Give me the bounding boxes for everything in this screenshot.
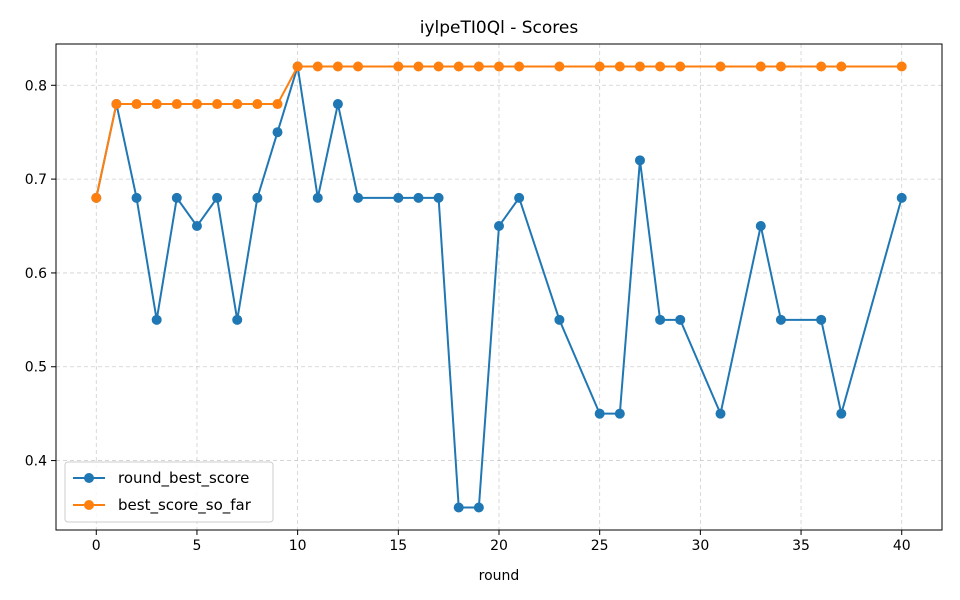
x-tick-label: 0 <box>92 538 101 554</box>
data-point <box>473 502 484 513</box>
data-point <box>896 61 907 72</box>
data-point <box>514 61 525 72</box>
x-axis-label: round <box>479 568 520 584</box>
data-point <box>252 192 263 203</box>
data-point <box>675 61 686 72</box>
data-point <box>111 99 122 110</box>
data-point <box>675 314 686 325</box>
data-point <box>292 61 303 72</box>
x-tick-label: 20 <box>490 538 508 554</box>
series-best_score_so_far <box>91 61 907 203</box>
data-point <box>413 61 424 72</box>
data-point <box>836 408 847 419</box>
data-point <box>494 61 504 72</box>
y-axis-ticks: 0.4 0.5 0.6 0.7 0.8 <box>25 78 56 470</box>
data-point <box>332 61 343 72</box>
legend: round_best_score best_score_so_far <box>64 461 274 523</box>
legend-swatch-marker <box>84 500 94 510</box>
data-point <box>212 192 223 203</box>
y-tick-label: 0.8 <box>25 78 47 94</box>
data-point <box>433 192 444 203</box>
data-point <box>755 221 766 232</box>
data-point <box>353 61 364 72</box>
data-point <box>413 192 424 203</box>
y-tick-label: 0.4 <box>25 454 47 470</box>
y-tick-label: 0.6 <box>25 266 47 282</box>
x-tick-label: 25 <box>591 538 609 554</box>
data-point <box>171 192 182 203</box>
data-point <box>232 314 243 325</box>
data-point <box>393 192 404 203</box>
x-axis-ticks: 0 5 10 15 20 25 30 35 40 <box>92 530 911 554</box>
x-tick-label: 30 <box>691 538 709 554</box>
data-point <box>212 99 223 110</box>
data-point <box>634 155 645 166</box>
data-point <box>191 221 202 232</box>
data-point <box>312 61 323 72</box>
data-point <box>554 61 565 72</box>
data-point <box>131 192 142 203</box>
data-point <box>433 61 444 72</box>
data-point <box>634 61 645 72</box>
data-point <box>816 61 827 72</box>
data-point <box>232 99 243 110</box>
series-layer <box>91 61 907 513</box>
data-point <box>332 99 343 110</box>
series-line <box>95 65 903 509</box>
y-tick-label: 0.7 <box>25 172 47 188</box>
data-point <box>131 99 142 110</box>
data-point <box>151 314 162 325</box>
data-point <box>775 61 786 72</box>
data-point <box>514 192 525 203</box>
x-tick-label: 35 <box>792 538 810 554</box>
y-tick-label: 0.5 <box>25 360 47 376</box>
data-point <box>816 314 827 325</box>
data-point <box>594 408 605 419</box>
data-point <box>715 408 726 419</box>
data-point <box>272 99 283 110</box>
data-point <box>755 61 766 72</box>
data-point <box>614 408 625 419</box>
legend-box <box>64 461 274 523</box>
chart-title: iylpeTI0Ql - Scores <box>420 18 579 38</box>
data-point <box>836 61 847 72</box>
data-point <box>353 192 364 203</box>
x-tick-label: 5 <box>192 538 201 554</box>
data-point <box>473 61 484 72</box>
data-point <box>614 61 625 72</box>
data-point <box>896 192 907 203</box>
plot-frame <box>55 43 943 531</box>
data-point <box>191 99 202 110</box>
data-point <box>393 61 404 72</box>
data-point <box>655 61 666 72</box>
data-point <box>594 61 605 72</box>
x-tick-label: 40 <box>893 538 911 554</box>
data-point <box>494 221 504 232</box>
data-point <box>91 192 102 203</box>
data-point <box>252 99 263 110</box>
data-point <box>453 502 464 513</box>
legend-swatch-marker <box>84 473 94 483</box>
data-point <box>272 127 283 138</box>
data-point <box>554 314 565 325</box>
data-point <box>775 314 786 325</box>
data-point <box>655 314 666 325</box>
data-point <box>171 99 182 110</box>
data-point <box>453 61 464 72</box>
x-tick-label: 10 <box>289 538 307 554</box>
grid <box>56 44 942 530</box>
data-point <box>151 99 162 110</box>
data-point <box>312 192 323 203</box>
legend-entry-label: best_score_so_far <box>118 496 252 515</box>
data-point <box>715 61 726 72</box>
x-tick-label: 15 <box>389 538 407 554</box>
legend-entry-label: round_best_score <box>118 469 249 488</box>
